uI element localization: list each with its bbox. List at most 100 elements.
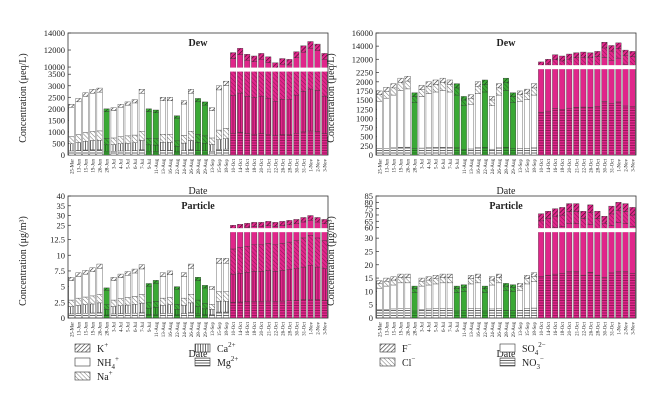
bar-segment-so4 [460, 291, 467, 311]
bar-segment-ca [68, 306, 75, 315]
bar-24-Aug [489, 276, 495, 319]
bar-segment-cl [517, 94, 523, 102]
bar-segment-no3 [545, 275, 552, 319]
bar-segment-ca [244, 272, 251, 302]
bar-28-Jun [103, 287, 110, 319]
bar-segment-ca [181, 142, 187, 151]
bar-segment-so4 [418, 285, 425, 310]
legend-swatch [499, 343, 516, 353]
bar-segment-mg [138, 149, 145, 156]
bar-segment-f [510, 92, 516, 97]
bar-segment-na [216, 129, 222, 140]
bar-segment-na [152, 138, 159, 146]
y-tick-label: 30 [365, 233, 374, 243]
bar-segment-cl [467, 98, 474, 105]
bar-segment-f [531, 83, 538, 89]
bar-segment-nh4 [293, 223, 300, 241]
x-tick-label: 26-Jun [407, 159, 412, 173]
bar-segment-so4 [510, 102, 516, 149]
bar-segment-nh4 [166, 100, 173, 135]
x-tick-label: 19-Jun [400, 159, 405, 173]
bar-segment-no3 [474, 147, 481, 156]
bar-segment-so4 [453, 292, 460, 312]
x-tick-label: 16-Oct [554, 321, 559, 335]
bar-segment-ca [314, 90, 321, 132]
bar-20-Oct [566, 53, 573, 156]
bar-segment-cl [425, 279, 432, 286]
bar-segment-no3 [489, 308, 495, 319]
bar-segment-k [159, 97, 166, 101]
bar-segment-no3 [580, 106, 587, 156]
bar-segment-no3 [425, 147, 432, 156]
bar-21-Oct [573, 52, 580, 156]
bar-segment-nh4 [159, 100, 166, 135]
y-tick-label: 5 [61, 282, 65, 292]
bar-segment-no3 [594, 106, 601, 156]
bar-segment-ca [166, 142, 173, 151]
bar-segment-ca [286, 99, 293, 136]
x-tick-label: 29-Aug [204, 322, 209, 338]
y-tick-label: 25 [365, 246, 374, 256]
bar-segment-nh4 [103, 290, 110, 305]
bar-segment-k [258, 222, 265, 227]
bar-28-Aug [195, 98, 201, 156]
bar-segment-nh4 [82, 96, 89, 133]
bar-segment-nh4 [117, 107, 124, 137]
bar-segment-so4 [474, 93, 481, 148]
legend-swatch [74, 357, 91, 367]
bar-segment-f [545, 59, 552, 65]
y-tick-label: 2000 [356, 77, 373, 87]
bar-segment-ca [279, 98, 286, 135]
bar-segment-f [545, 211, 552, 219]
bar-segment-k [230, 52, 237, 59]
bar-segment-cl [474, 86, 481, 94]
legend-swatch [379, 357, 396, 367]
bar-segment-so4 [587, 66, 594, 108]
bar-segment-f [460, 96, 467, 101]
bar-13-Aug [159, 272, 166, 319]
bar-segment-ca [181, 305, 187, 314]
bar-segment-k [195, 277, 201, 281]
bar-segment-f [474, 273, 481, 278]
bar-segment-k [272, 62, 279, 69]
bar-segment-cl [573, 57, 580, 67]
bar-1-Nov [615, 202, 622, 319]
bar-segment-no3 [467, 308, 474, 319]
bar-26-Oct [279, 221, 286, 319]
bar-segment-so4 [552, 227, 559, 275]
bar-segment-mg [258, 133, 265, 156]
bar-2-Nov [314, 43, 321, 156]
bar-segment-cl [510, 287, 516, 292]
bar-segment-f [383, 277, 390, 282]
bar-segment-k [293, 51, 300, 58]
bar-segment-k [279, 58, 286, 65]
bar-segment-no3 [587, 107, 594, 156]
bar-segment-cl [524, 278, 530, 285]
x-tick-label: 26-Aug [190, 322, 195, 338]
y-tick-label: 75 [365, 204, 374, 214]
bar-segment-so4 [559, 226, 566, 274]
bar-segment-so4 [383, 285, 390, 310]
legend-label: K+ [97, 341, 108, 355]
x-tick-label: 22-Oct [582, 321, 587, 335]
bar-segment-mg [145, 314, 152, 319]
bar-segment-na [258, 69, 265, 97]
x-tick-label: 21-Oct [575, 158, 580, 172]
bar-5-Jul [124, 101, 131, 156]
x-tick-label: 28-Oct [288, 321, 293, 335]
bar-segment-k [89, 267, 96, 272]
bar-segment-f [629, 51, 636, 57]
bar-segment-no3 [545, 110, 552, 156]
bar-segment-ca [89, 303, 96, 314]
bar-18-Oct [559, 207, 566, 319]
y-tick-label: 1750 [356, 86, 373, 96]
bar-segment-ca [82, 141, 89, 151]
bar-segment-so4 [425, 93, 432, 148]
bar-13-Aug [467, 275, 474, 319]
bar-19-Jun [397, 77, 404, 156]
bar-10-Oct [230, 52, 237, 156]
bar-segment-nh4 [103, 111, 110, 139]
bar-segment-k [82, 270, 89, 275]
x-tick-label: 15-Jun [393, 322, 398, 336]
